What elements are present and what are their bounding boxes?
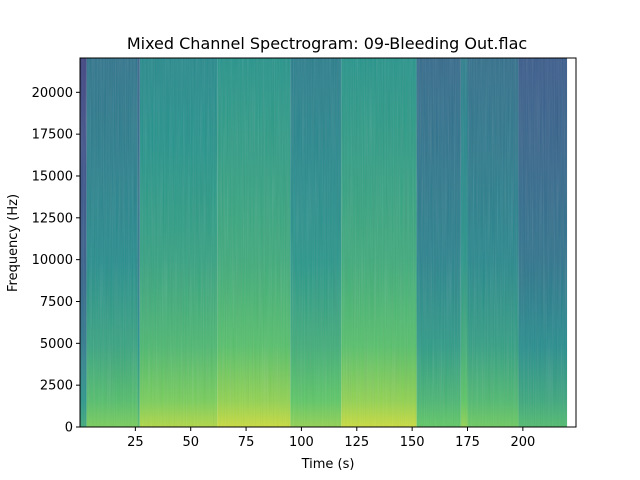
y-tick-label: 0 bbox=[65, 421, 73, 436]
y-tick-label: 5000 bbox=[40, 337, 73, 352]
x-tick-label: 125 bbox=[344, 435, 369, 450]
plot-frame bbox=[79, 57, 577, 428]
y-axis: 0 2500 5000 7500 10000 12500 15000 17500 20000 bbox=[32, 86, 80, 436]
plot-area bbox=[80, 58, 576, 427]
chart-title: Mixed Channel Spectrogram: 09-Bleeding O… bbox=[127, 34, 527, 53]
x-tick-label: 150 bbox=[400, 435, 425, 450]
x-tick-label: 175 bbox=[455, 435, 480, 450]
x-axis: 25 50 75 100 125 150 175 200 bbox=[127, 427, 535, 450]
y-tick-label: 10000 bbox=[32, 253, 73, 268]
y-axis-title: Frequency (Hz) bbox=[6, 194, 21, 292]
y-tick-label: 12500 bbox=[32, 211, 73, 226]
y-tick-label: 17500 bbox=[32, 128, 73, 143]
spectrogram-texture bbox=[80, 58, 568, 427]
x-tick-label: 200 bbox=[510, 435, 535, 450]
x-tick-label: 75 bbox=[238, 435, 255, 450]
x-axis-title: Time (s) bbox=[301, 457, 355, 472]
y-tick-label: 15000 bbox=[32, 169, 73, 184]
x-tick-label: 50 bbox=[182, 435, 199, 450]
x-tick-label: 100 bbox=[289, 435, 314, 450]
y-tick-label: 7500 bbox=[40, 295, 73, 310]
y-tick-label: 20000 bbox=[32, 86, 73, 101]
y-tick-label: 2500 bbox=[40, 379, 73, 394]
x-tick-label: 25 bbox=[127, 435, 144, 450]
spectrogram-segment bbox=[567, 58, 576, 427]
